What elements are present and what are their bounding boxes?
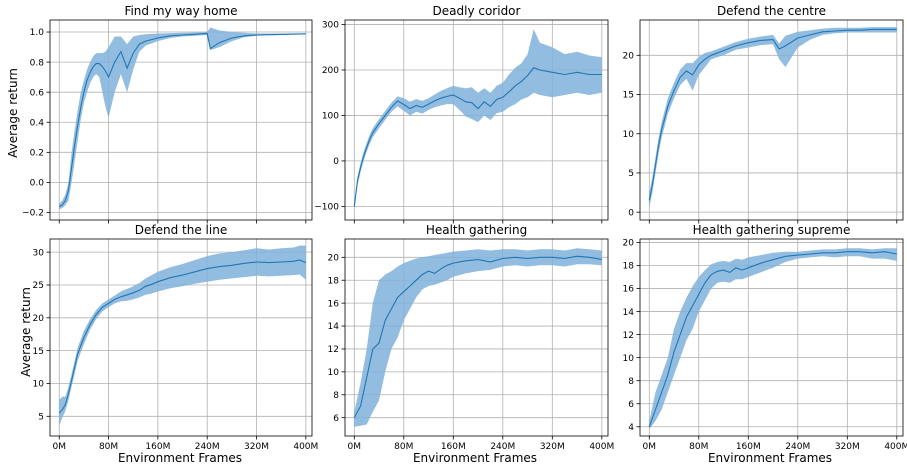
mean-line bbox=[58, 32, 306, 207]
mean-line bbox=[353, 255, 602, 418]
mean-line bbox=[58, 259, 307, 414]
y-tick-label: 5 bbox=[628, 169, 634, 179]
plot-frame bbox=[639, 238, 904, 437]
x-tick-label: 80M bbox=[394, 442, 413, 452]
confidence-band bbox=[354, 248, 602, 427]
y-tick-label: −0.2 bbox=[22, 209, 44, 219]
y-tick-label: 0.2 bbox=[30, 149, 44, 159]
y-tick-label: 0 bbox=[628, 208, 634, 218]
x-tick-label: 80M bbox=[99, 442, 118, 452]
panel-5: 6 8 10 12 14 16 18 20 0M 80M 160M 240M 320M 400M Healt… bbox=[328, 223, 615, 452]
confidence-band bbox=[354, 29, 602, 209]
panel-title: Health gathering bbox=[426, 223, 527, 237]
x-tick-label: 240M bbox=[785, 442, 810, 452]
panel-title: Deadly coridor bbox=[433, 4, 521, 18]
x-axis-label-left: Environment Frames bbox=[118, 451, 242, 465]
y-tick-label: 10 bbox=[623, 354, 635, 364]
panel-4: 5 10 15 20 25 30 0M 80M 160M 240M 320M 400M Defend t… bbox=[33, 223, 319, 452]
panel-6: 4 6 8 10 12 14 16 18 20 0M 80M 160M 240M 320M 400M Heal… bbox=[623, 223, 907, 452]
mean-line bbox=[648, 28, 897, 201]
y-tick-label: 18 bbox=[623, 262, 635, 272]
mean-line bbox=[648, 251, 897, 427]
x-tick-label: 240M bbox=[195, 442, 220, 452]
panel-1: −0.2 0.0 0.2 0.4 0.6 0.8 1.0 Find my way home bbox=[22, 4, 313, 224]
confidence-band bbox=[59, 27, 306, 210]
y-axis-label-bottom: Average return bbox=[19, 287, 33, 377]
plot-frame bbox=[49, 238, 313, 437]
y-tick-label: 20 bbox=[623, 51, 635, 61]
y-tick-label: 15 bbox=[33, 347, 44, 357]
x-tick-label: 80M bbox=[689, 442, 708, 452]
x-tick-label: 160M bbox=[736, 442, 761, 452]
y-tick-label: 20 bbox=[623, 239, 635, 249]
y-tick-label: 14 bbox=[623, 308, 635, 318]
plot-frame bbox=[49, 19, 313, 221]
x-tick-label: 400M bbox=[293, 442, 318, 452]
x-tick-label: 0M bbox=[348, 442, 362, 452]
y-tick-label: 12 bbox=[623, 331, 634, 341]
y-tick-label: −100 bbox=[314, 203, 339, 213]
y-tick-label: 6 bbox=[333, 414, 339, 424]
y-tick-label: 25 bbox=[33, 281, 44, 291]
y-tick-label: 1.0 bbox=[30, 28, 45, 38]
plot-frame bbox=[639, 19, 904, 221]
x-axis-label-right: Environment Frames bbox=[708, 451, 832, 465]
mean-line bbox=[353, 67, 602, 207]
x-tick-label: 320M bbox=[540, 442, 565, 452]
y-tick-label: 10 bbox=[623, 130, 635, 140]
y-tick-label: 20 bbox=[328, 254, 340, 264]
x-tick-label: 320M bbox=[244, 442, 269, 452]
y-tick-label: 20 bbox=[33, 314, 45, 324]
x-tick-label: 0M bbox=[52, 442, 66, 452]
y-tick-label: 12 bbox=[328, 345, 339, 355]
x-axis-label-center: Environment Frames bbox=[413, 451, 537, 465]
y-tick-label: 0.4 bbox=[30, 118, 45, 128]
x-tick-label: 240M bbox=[490, 442, 515, 452]
y-tick-label: 8 bbox=[628, 377, 634, 387]
y-tick-label: 200 bbox=[322, 66, 339, 76]
y-tick-label: 0.0 bbox=[30, 179, 45, 189]
y-tick-label: 0.6 bbox=[30, 88, 45, 98]
y-tick-label: 14 bbox=[328, 322, 340, 332]
y-tick-label: 5 bbox=[38, 413, 44, 423]
plot-frame bbox=[344, 238, 609, 437]
y-tick-label: 15 bbox=[623, 91, 634, 101]
panel-title: Find my way home bbox=[124, 4, 237, 18]
y-tick-label: 10 bbox=[328, 368, 340, 378]
x-tick-label: 320M bbox=[835, 442, 860, 452]
x-tick-label: 160M bbox=[441, 442, 466, 452]
y-tick-label: 0 bbox=[333, 157, 339, 167]
y-tick-label: 8 bbox=[333, 391, 339, 401]
panel-title: Defend the centre bbox=[717, 4, 826, 18]
y-tick-label: 4 bbox=[628, 423, 634, 433]
panel-2: −100 0 100 200 300 Deadly coridor bbox=[314, 4, 609, 224]
panel-3: 0 5 10 15 20 Defend the centre bbox=[623, 4, 904, 224]
y-tick-label: 300 bbox=[322, 21, 339, 31]
x-tick-label: 0M bbox=[643, 442, 657, 452]
y-tick-label: 16 bbox=[328, 299, 340, 309]
panel-title: Health gathering supreme bbox=[693, 223, 851, 237]
x-tick-label: 400M bbox=[589, 442, 614, 452]
y-tick-label: 100 bbox=[322, 112, 339, 122]
y-tick-label: 30 bbox=[33, 248, 45, 258]
confidence-band bbox=[649, 27, 897, 209]
x-tick-label: 160M bbox=[145, 442, 170, 452]
y-tick-label: 18 bbox=[328, 276, 340, 286]
confidence-band bbox=[59, 245, 306, 427]
y-axis-label-top: Average return bbox=[6, 68, 20, 158]
plot-frame bbox=[344, 19, 609, 221]
y-tick-label: 10 bbox=[33, 380, 45, 390]
confidence-band bbox=[649, 248, 897, 430]
panel-title: Defend the line bbox=[135, 223, 227, 237]
y-tick-label: 16 bbox=[623, 285, 635, 295]
y-tick-label: 6 bbox=[628, 400, 634, 410]
y-tick-label: 0.8 bbox=[30, 58, 45, 68]
x-tick-label: 400M bbox=[884, 442, 907, 452]
